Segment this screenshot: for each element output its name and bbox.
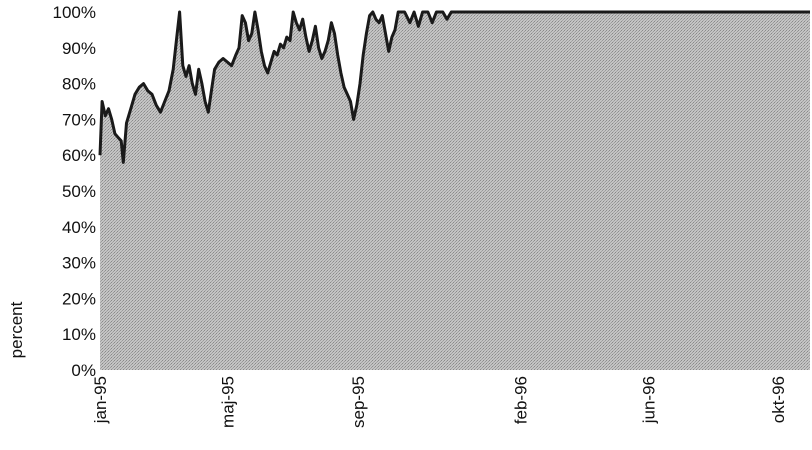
- y-axis: 0% 10% 20% 30% 40% 50% 60% 70% 80% 90% 100%: [53, 3, 96, 380]
- x-tick-label: jun-96: [640, 376, 659, 424]
- y-tick-label: 20%: [62, 289, 96, 308]
- y-tick-label: 30%: [62, 254, 96, 273]
- y-axis-title: percent: [7, 301, 26, 358]
- series-line: [98, 10, 810, 164]
- x-tick-label: sep-95: [349, 376, 368, 428]
- y-tick-label: 80%: [62, 75, 96, 94]
- x-tick-label: okt-96: [769, 376, 788, 423]
- x-tick-label: jan-95: [91, 376, 110, 424]
- y-tick-label: 90%: [62, 39, 96, 58]
- y-tick-label: 50%: [62, 182, 96, 201]
- y-tick-label: 0%: [71, 361, 96, 380]
- area-fill: [100, 12, 810, 370]
- y-tick-label: 70%: [62, 110, 96, 129]
- y-tick-label: 100%: [53, 3, 96, 22]
- y-tick-label: 10%: [62, 325, 96, 344]
- x-tick-label: maj-95: [218, 376, 237, 428]
- y-tick-label: 40%: [62, 218, 96, 237]
- y-tick-label: 60%: [62, 146, 96, 165]
- x-axis: jan-95 maj-95 sep-95 feb-96 jun-96 okt-96: [91, 376, 788, 428]
- x-tick-label: feb-96: [511, 376, 530, 424]
